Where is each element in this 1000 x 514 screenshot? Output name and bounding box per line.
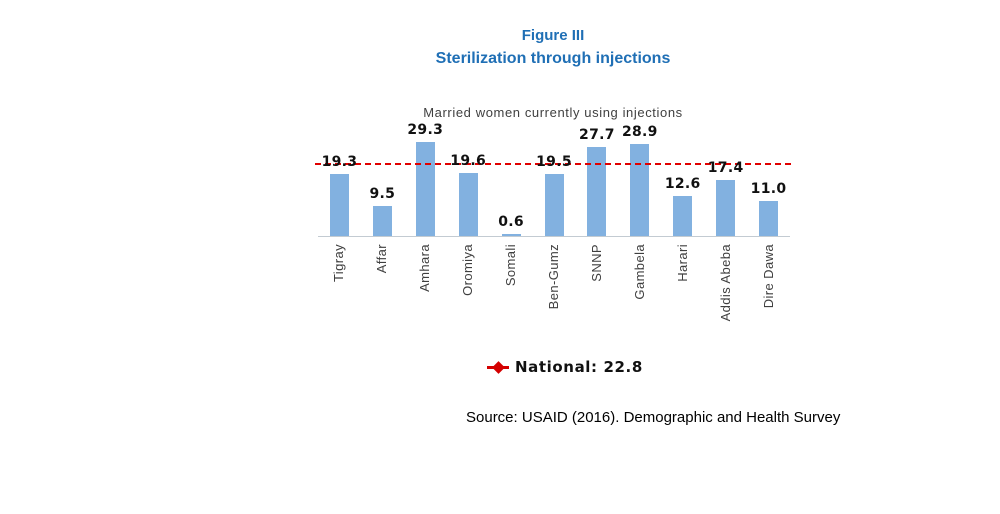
bar-value-label: 19.6 [450,153,487,169]
legend-label: National: 22.8 [515,358,643,376]
bar-gambela [630,144,650,236]
category-label: Tigray [331,244,347,283]
category-label: Oromiya [460,244,476,296]
bar-value-label: 11.0 [750,181,787,197]
national-line-marker-icon [487,358,509,376]
x-axis-line [318,236,790,237]
bar-tigray [329,174,349,236]
legend: National: 22.8 [487,358,643,376]
chart-title: Married women currently using injections [423,105,683,120]
bar-value-label: 0.6 [498,214,524,230]
bar-addis-abeba [716,180,736,236]
category-label: Affar [374,244,390,274]
category-label: SNNP [588,244,604,282]
category-label: Gambela [631,244,647,300]
category-label: Somali [503,244,519,287]
bar-value-label: 27.7 [579,127,615,143]
bar-snnp [587,147,607,236]
bar-value-label: 9.5 [369,186,396,202]
category-label: Amhara [417,244,433,292]
bar-value-label: 19.5 [536,154,572,170]
bar-value-label: 12.6 [664,176,701,192]
figure-number-label: Figure III [521,27,585,44]
bar-harari [673,196,693,236]
bar-value-label: 17.4 [707,160,744,176]
category-label: Addis Abeba [717,244,733,322]
bar-somali [501,234,521,236]
category-label: Harari [674,244,690,282]
bar-value-label: 19.3 [321,154,358,170]
bar-affar [372,206,392,236]
national-average-line [315,163,791,165]
bar-oromiya [458,173,478,236]
category-label: Dire Dawa [760,244,776,309]
bar-amhara [415,142,435,236]
category-label: Ben-Gumz [546,244,561,310]
bar-value-label: 28.9 [621,124,658,140]
figure-title: Sterilization through injections [435,50,671,67]
bar-value-label: 29.3 [407,122,444,138]
source-note: Source: USAID (2016). Demographic and He… [466,409,841,426]
bar-ben-gumz [544,174,564,236]
bar-dire-dawa [759,201,779,236]
